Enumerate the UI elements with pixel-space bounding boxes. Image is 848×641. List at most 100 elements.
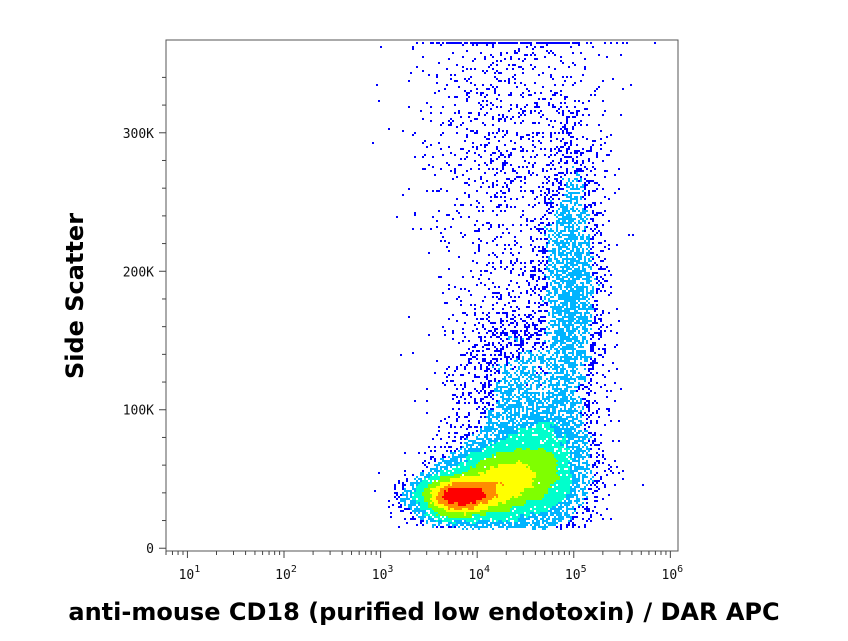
event-dot [422,518,424,520]
event-dot [532,454,534,456]
event-dot [488,460,490,462]
event-dot [568,284,570,286]
event-dot [580,504,582,506]
event-dot [512,418,514,420]
event-dot [430,490,432,492]
event-dot [552,476,554,478]
event-dot [570,198,572,200]
event-dot [488,514,490,516]
event-dot [514,436,516,438]
event-dot [494,474,496,476]
event-dot [424,480,426,482]
event-dot [522,518,524,520]
event-dot [562,510,564,512]
event-dot [564,472,566,474]
event-dot [438,510,440,512]
event-dot [452,496,454,498]
event-dot [530,450,532,452]
event-dot [510,460,512,462]
event-dot [440,468,442,470]
event-dot [552,240,554,242]
event-dot [480,444,482,446]
event-dot [558,464,560,466]
event-dot [466,436,468,438]
event-dot [500,430,502,432]
event-dot [520,498,522,500]
event-dot [542,114,544,116]
event-dot [552,450,554,452]
event-dot [466,512,468,514]
event-dot [528,468,530,470]
event-dot [514,456,516,458]
event-dot [546,444,548,446]
event-dot [518,462,520,464]
event-dot [580,286,582,288]
event-dot [540,368,542,370]
event-dot [550,150,552,152]
event-dot [564,410,566,412]
event-dot [570,470,572,472]
event-dot [514,498,516,500]
event-dot [492,474,494,476]
event-dot [590,94,592,96]
event-dot [446,512,448,514]
event-dot [534,444,536,446]
event-dot [468,468,470,470]
event-dot [448,494,450,496]
event-dot [410,492,412,494]
event-dot [566,292,568,294]
event-dot [564,462,566,464]
event-dot [546,494,548,496]
event-dot [524,508,526,510]
event-dot [550,504,552,506]
event-dot [428,484,430,486]
event-dot [448,504,450,506]
event-dot [466,456,468,458]
event-dot [534,270,536,272]
event-dot [496,462,498,464]
event-dot [546,398,548,400]
event-dot [532,480,534,482]
event-dot [544,458,546,460]
event-dot [592,210,594,212]
event-dot [566,264,568,266]
event-dot [532,516,534,518]
event-dot [534,492,536,494]
event-dot [560,328,562,330]
event-dot [526,392,528,394]
event-dot [586,310,588,312]
event-dot [564,206,566,208]
event-dot [480,492,482,494]
event-dot [434,450,436,452]
event-dot [508,478,510,480]
event-dot [466,506,468,508]
event-dot [456,482,458,484]
event-dot [528,508,530,510]
event-dot [570,398,572,400]
event-dot [562,440,564,442]
event-dot [390,516,392,518]
event-dot [514,490,516,492]
event-dot [574,360,576,362]
event-dot [512,512,514,514]
event-dot [476,452,478,454]
event-dot [614,192,616,194]
event-dot [476,508,478,510]
event-dot [602,284,604,286]
event-dot [442,512,444,514]
event-dot [572,290,574,292]
event-dot [574,298,576,300]
event-dot [460,478,462,480]
event-dot [544,446,546,448]
event-dot [582,468,584,470]
event-dot [516,426,518,428]
event-dot [450,504,452,506]
event-dot [460,470,462,472]
event-dot [576,386,578,388]
event-dot [578,192,580,194]
event-dot [592,348,594,350]
event-dot [528,436,530,438]
event-dot [398,482,400,484]
event-dot [516,478,518,480]
event-dot [438,514,440,516]
